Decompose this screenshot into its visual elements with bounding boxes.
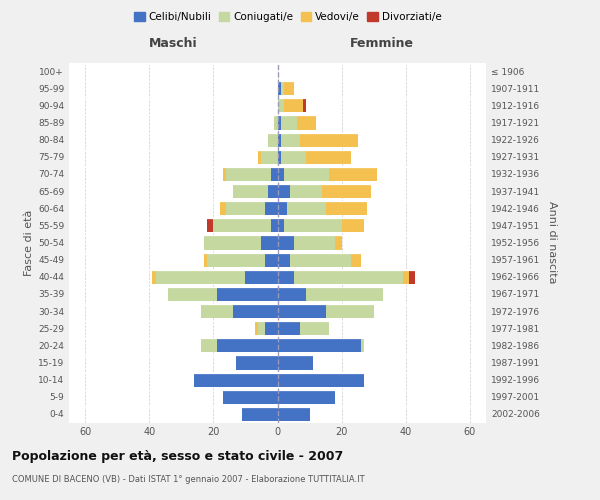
Bar xyxy=(271,167,277,181)
Bar xyxy=(281,132,300,146)
Bar xyxy=(277,407,310,421)
Bar xyxy=(226,201,265,215)
Bar xyxy=(255,321,258,335)
Bar xyxy=(258,321,265,335)
Bar xyxy=(207,218,214,232)
Bar xyxy=(277,338,361,352)
Bar xyxy=(277,116,281,130)
Bar xyxy=(277,132,281,146)
Bar xyxy=(217,287,277,301)
Bar xyxy=(277,321,300,335)
Bar xyxy=(207,252,265,266)
Bar xyxy=(277,372,364,386)
Bar xyxy=(351,252,361,266)
Y-axis label: Fasce di età: Fasce di età xyxy=(24,210,34,276)
Bar xyxy=(284,167,329,181)
Bar xyxy=(403,270,409,284)
Bar xyxy=(274,116,277,130)
Bar xyxy=(233,304,277,318)
Bar xyxy=(277,236,293,250)
Bar xyxy=(258,150,262,164)
Bar xyxy=(277,98,284,112)
Legend: Celibi/Nubili, Coniugati/e, Vedovi/e, Divorziati/e: Celibi/Nubili, Coniugati/e, Vedovi/e, Di… xyxy=(130,8,446,26)
Bar xyxy=(300,132,358,146)
Text: Femmine: Femmine xyxy=(350,37,414,50)
Bar xyxy=(169,287,217,301)
Bar xyxy=(297,116,316,130)
Bar xyxy=(409,270,415,284)
Bar xyxy=(265,321,277,335)
Bar xyxy=(223,390,277,404)
Bar xyxy=(152,270,155,284)
Bar xyxy=(223,167,226,181)
Bar xyxy=(277,304,326,318)
Text: Popolazione per età, sesso e stato civile - 2007: Popolazione per età, sesso e stato civil… xyxy=(12,450,343,463)
Bar xyxy=(277,81,281,95)
Bar xyxy=(277,252,290,266)
Bar xyxy=(307,287,383,301)
Bar xyxy=(277,390,335,404)
Bar xyxy=(277,218,284,232)
Bar xyxy=(262,150,277,164)
Bar xyxy=(284,81,293,95)
Bar xyxy=(200,338,217,352)
Bar xyxy=(204,236,262,250)
Bar xyxy=(326,304,374,318)
Bar xyxy=(220,201,226,215)
Bar xyxy=(329,167,377,181)
Bar xyxy=(307,150,351,164)
Bar xyxy=(303,98,307,112)
Bar xyxy=(262,236,277,250)
Y-axis label: Anni di nascita: Anni di nascita xyxy=(547,201,557,284)
Bar xyxy=(284,98,303,112)
Bar xyxy=(290,184,322,198)
Bar xyxy=(290,252,351,266)
Bar xyxy=(326,201,367,215)
Bar xyxy=(284,218,341,232)
Bar xyxy=(242,407,277,421)
Bar xyxy=(277,287,307,301)
Bar xyxy=(281,116,297,130)
Bar xyxy=(268,132,277,146)
Bar xyxy=(245,270,277,284)
Bar xyxy=(236,356,277,370)
Bar xyxy=(155,270,245,284)
Bar xyxy=(277,184,290,198)
Bar xyxy=(281,81,284,95)
Bar xyxy=(277,201,287,215)
Bar xyxy=(226,167,271,181)
Bar xyxy=(277,270,293,284)
Text: COMUNE DI BACENO (VB) - Dati ISTAT 1° gennaio 2007 - Elaborazione TUTTITALIA.IT: COMUNE DI BACENO (VB) - Dati ISTAT 1° ge… xyxy=(12,475,365,484)
Bar xyxy=(268,184,277,198)
Bar xyxy=(287,201,326,215)
Bar xyxy=(217,338,277,352)
Bar xyxy=(194,372,277,386)
Bar xyxy=(322,184,371,198)
Bar xyxy=(293,270,403,284)
Bar xyxy=(341,218,364,232)
Bar xyxy=(271,218,277,232)
Bar xyxy=(281,150,307,164)
Bar xyxy=(361,338,364,352)
Bar xyxy=(265,201,277,215)
Bar xyxy=(214,218,271,232)
Bar xyxy=(277,150,281,164)
Bar xyxy=(277,167,284,181)
Bar xyxy=(204,252,207,266)
Bar xyxy=(233,184,268,198)
Bar xyxy=(293,236,335,250)
Bar xyxy=(277,356,313,370)
Bar xyxy=(335,236,341,250)
Text: Maschi: Maschi xyxy=(149,37,197,50)
Bar xyxy=(300,321,329,335)
Bar xyxy=(200,304,233,318)
Bar xyxy=(265,252,277,266)
